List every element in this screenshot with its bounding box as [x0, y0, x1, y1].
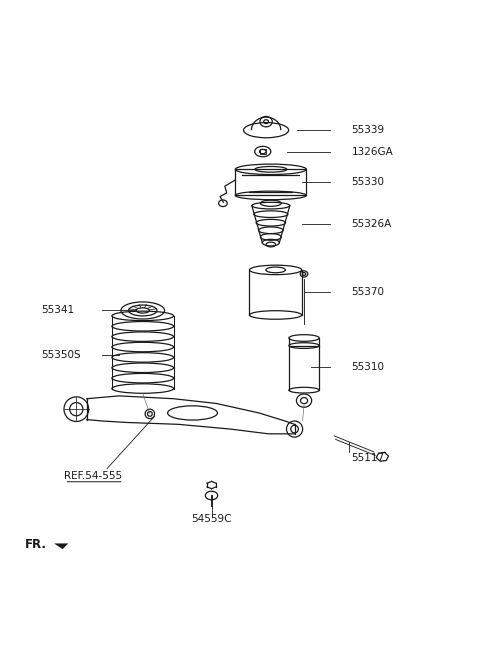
Text: REF.54-555: REF.54-555 [64, 470, 122, 480]
Polygon shape [54, 543, 68, 549]
Text: 54559C: 54559C [192, 514, 232, 524]
Text: 55117: 55117 [351, 453, 384, 463]
Text: FR.: FR. [25, 538, 47, 551]
Text: 55350S: 55350S [41, 350, 80, 359]
Text: 55339: 55339 [351, 125, 384, 135]
Text: 55326A: 55326A [351, 219, 392, 229]
Text: 1326GA: 1326GA [351, 147, 393, 156]
Text: 55330: 55330 [351, 177, 384, 187]
Text: 55310: 55310 [351, 363, 384, 373]
Text: 55341: 55341 [41, 306, 74, 315]
Text: 55370: 55370 [351, 288, 384, 298]
